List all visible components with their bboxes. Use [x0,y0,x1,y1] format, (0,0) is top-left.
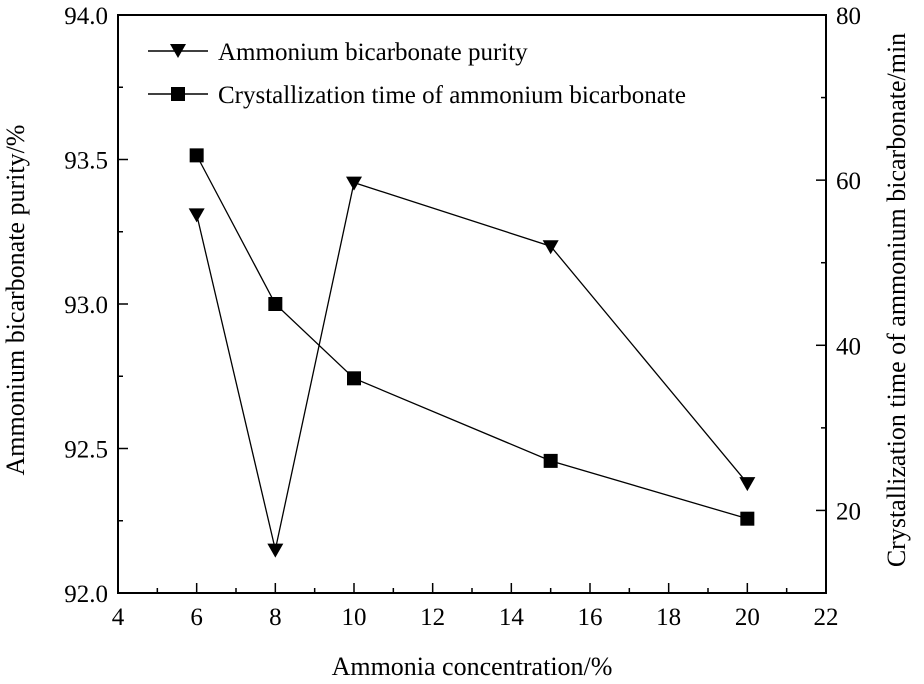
y-right-tick-label: 80 [836,3,861,30]
x-tick-label: 10 [342,604,367,631]
y-left-tick-label: 93.5 [64,148,108,175]
plot-lines [196,155,748,550]
crystallization-point [268,297,283,311]
purity-point [739,477,756,492]
x-tick-label: 8 [269,604,282,631]
legend-label-purity: Ammonium bicarbonate purity [218,39,528,66]
y-left-axis-label: Ammonium bicarbonate purity/% [1,125,30,476]
y-right-tick-label: 40 [836,333,861,360]
y-left-tick-label: 93.0 [64,292,108,319]
legend-item-purity: Ammonium bicarbonate purity [148,39,528,66]
y-left-tick-label: 92.5 [64,437,108,464]
plot-markers [188,148,756,558]
crystallization-point [189,148,204,163]
x-axis-label: Ammonia concentration/% [332,652,613,681]
crystallization-point [740,511,755,526]
crystallization-point [347,371,361,386]
x-axis-ticks: 4 6 8 10 12 14 16 18 20 22 [112,583,839,631]
x-tick-label: 18 [656,604,681,631]
x-tick-label: 12 [420,604,445,631]
legend-square-marker [171,87,185,101]
series-line-1 [196,155,748,520]
y-right-tick-label: 60 [836,168,861,195]
purity-point [188,208,205,223]
y-right-axis-label: Crystallization time of ammonium bicarbo… [882,33,911,567]
legend-triangle-marker [170,44,186,58]
x-tick-label: 16 [578,604,603,631]
legend-label-crystallization: Crystallization time of ammonium bicarbo… [218,82,686,109]
legend-item-crystallization: Crystallization time of ammonium bicarbo… [148,82,686,109]
y-right-tick-label: 20 [836,498,861,525]
purity-point [346,176,362,191]
x-tick-label: 14 [499,604,525,631]
y-left-tick-label: 94.0 [64,3,108,30]
purity-point [542,240,559,255]
y-left-axis-ticks: 92.0 92.5 93.0 93.5 94.0 [64,3,128,608]
crystallization-point [543,453,558,468]
purity-point [267,543,284,558]
y-right-axis-ticks: 20 40 60 80 [816,3,861,594]
x-tick-label: 6 [190,604,203,631]
y-left-tick-label: 92.0 [64,581,108,608]
x-tick-label: 22 [814,604,839,631]
x-tick-label: 20 [735,604,760,631]
legend: Ammonium bicarbonate purity Crystallizat… [148,39,686,109]
x-tick-label: 4 [112,604,125,631]
